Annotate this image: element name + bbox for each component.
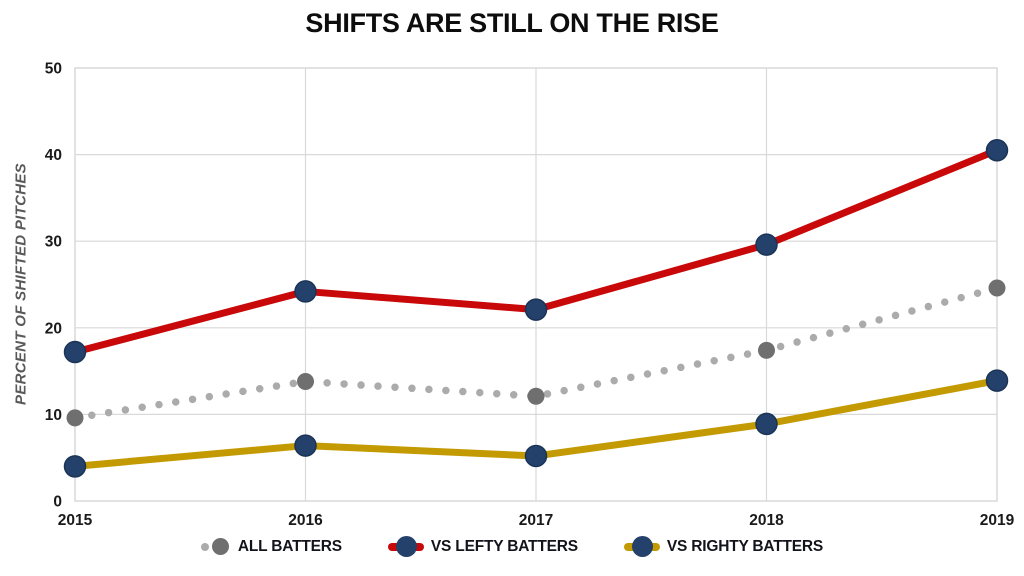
dotted-series-legend-icon bbox=[200, 537, 231, 556]
marker-all-batters-2016 bbox=[297, 372, 314, 390]
marker-all-batters-2018 bbox=[758, 341, 775, 359]
y-tick-label-50: 50 bbox=[45, 61, 62, 78]
x-tick-label-2018: 2018 bbox=[749, 512, 784, 529]
marker-vs-righty-batters-2017 bbox=[524, 444, 548, 468]
y-tick-label-10: 10 bbox=[45, 407, 62, 424]
legend-small-dot bbox=[200, 543, 209, 551]
marker-vs-righty-batters-2018 bbox=[755, 412, 778, 436]
y-tick-label-20: 20 bbox=[45, 320, 62, 337]
legend-label: VS RIGHTY BATTERS bbox=[666, 537, 824, 555]
marker-vs-lefty-batters-2016 bbox=[294, 280, 317, 303]
marker-vs-lefty-batters-2018 bbox=[755, 233, 778, 256]
legend-item-vs-lefty-batters: VS LEFTY BATTERS bbox=[387, 536, 578, 557]
legend-marker-dot bbox=[631, 536, 653, 557]
marker-vs-righty-batters-2015 bbox=[63, 455, 87, 478]
legend-label: ALL BATTERS bbox=[237, 537, 342, 555]
x-tick-label-2019: 2019 bbox=[980, 512, 1015, 529]
legend-label: VS LEFTY BATTERS bbox=[430, 537, 578, 555]
x-tick-label-2017: 2017 bbox=[519, 512, 553, 529]
y-tick-label-30: 30 bbox=[45, 234, 62, 251]
y-tick-label-0: 0 bbox=[53, 494, 62, 511]
marker-vs-lefty-batters-2017 bbox=[524, 298, 548, 321]
legend-item-vs-righty-batters: VS RIGHTY BATTERS bbox=[623, 536, 824, 557]
marker-vs-lefty-batters-2015 bbox=[63, 340, 87, 364]
marker-all-batters-2015 bbox=[66, 409, 84, 427]
marker-vs-righty-batters-2019 bbox=[985, 369, 1009, 392]
legend: ALL BATTERS VS LEFTY BATTERS VS RIGHTY BAT… bbox=[0, 536, 1024, 557]
legend-marker-dot bbox=[395, 536, 417, 557]
marker-all-batters-2017 bbox=[527, 387, 545, 405]
line-series-legend-icon bbox=[623, 536, 660, 557]
x-tick-label-2016: 2016 bbox=[288, 512, 323, 529]
series-line-all-batters bbox=[71, 284, 1001, 422]
legend-big-dot bbox=[211, 538, 229, 555]
marker-vs-righty-batters-2016 bbox=[294, 434, 317, 457]
line-series-legend-icon bbox=[387, 536, 424, 557]
marker-vs-lefty-batters-2019 bbox=[985, 139, 1009, 162]
legend-item-all-batters: ALL BATTERS bbox=[200, 537, 342, 556]
x-tick-label-2015: 2015 bbox=[58, 512, 93, 529]
marker-all-batters-2019 bbox=[988, 279, 1006, 297]
y-tick-label-40: 40 bbox=[45, 147, 62, 164]
chart-title: SHIFTS ARE STILL ON THE RISE bbox=[305, 8, 719, 38]
